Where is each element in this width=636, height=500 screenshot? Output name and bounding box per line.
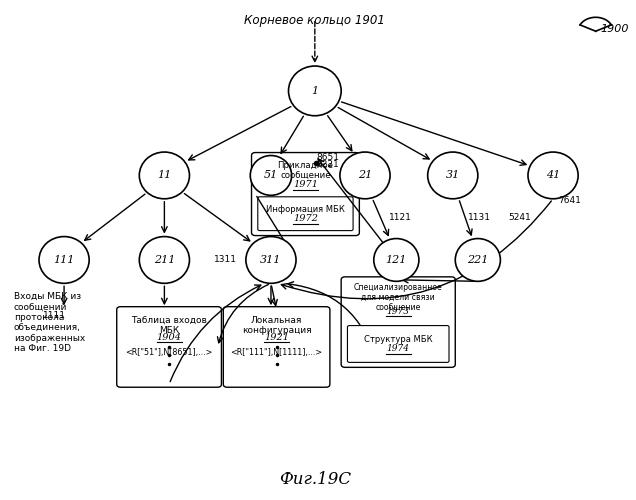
Text: <R["51"],N[8651],...>: <R["51"],N[8651],...> [125,348,213,358]
Text: Таблица входов
МБК: Таблица входов МБК [131,316,207,335]
Text: Структура МБК: Структура МБК [364,336,432,344]
Text: 1: 1 [311,86,319,96]
Text: 121: 121 [385,255,407,265]
Text: 11: 11 [157,170,172,180]
Ellipse shape [246,236,296,284]
Ellipse shape [39,236,89,284]
Text: 1900: 1900 [600,24,628,34]
Text: 8651: 8651 [317,154,340,162]
Text: 1211: 1211 [144,310,167,320]
Text: 41: 41 [546,170,560,180]
Ellipse shape [455,238,501,282]
Text: 311: 311 [260,255,282,265]
Text: Информация МБК: Информация МБК [266,205,345,214]
Ellipse shape [427,152,478,199]
Text: 1971: 1971 [293,180,318,190]
Text: 211: 211 [154,255,175,265]
Ellipse shape [289,66,341,116]
FancyBboxPatch shape [251,152,359,236]
Ellipse shape [528,152,578,199]
Text: 111: 111 [53,255,75,265]
Text: 1904: 1904 [156,332,182,342]
Text: 21: 21 [358,170,372,180]
Ellipse shape [251,156,292,196]
Text: Входы МБК из
сообщений
протокола
объединения,
изображенных
на Фиг. 19D: Входы МБК из сообщений протокола объедин… [14,292,85,354]
Ellipse shape [374,238,419,282]
Text: Корневое кольцо 1901: Корневое кольцо 1901 [244,14,385,27]
Text: 1131: 1131 [469,213,492,222]
Text: 1974: 1974 [387,344,410,354]
Text: 51: 51 [264,170,278,180]
Text: 31: 31 [446,170,460,180]
Ellipse shape [340,152,390,199]
Text: 7641: 7641 [558,196,581,205]
Ellipse shape [139,152,190,199]
FancyBboxPatch shape [223,306,330,387]
FancyBboxPatch shape [341,277,455,368]
FancyBboxPatch shape [117,306,221,387]
Text: <R["111"],N[1111],...>: <R["111"],N[1111],...> [230,348,322,358]
Text: Фиг.19С: Фиг.19С [279,470,351,488]
Text: 1121: 1121 [389,213,411,222]
Text: Прикладное
сообщение: Прикладное сообщение [277,161,333,180]
Text: 1111: 1111 [43,310,66,320]
Text: 1311: 1311 [214,256,237,264]
Text: 5241: 5241 [508,213,530,222]
Text: 1972: 1972 [293,214,318,223]
Text: 1921: 1921 [264,332,289,342]
Text: 1973: 1973 [387,307,410,316]
Text: 221: 221 [467,255,488,265]
Text: 3221: 3221 [317,160,340,169]
Ellipse shape [139,236,190,284]
Text: Специализированное
для модели связи
сообщение: Специализированное для модели связи сооб… [354,282,443,312]
FancyBboxPatch shape [258,197,353,230]
FancyBboxPatch shape [347,326,449,362]
Text: Локальная
конфигурация: Локальная конфигурация [242,316,312,335]
